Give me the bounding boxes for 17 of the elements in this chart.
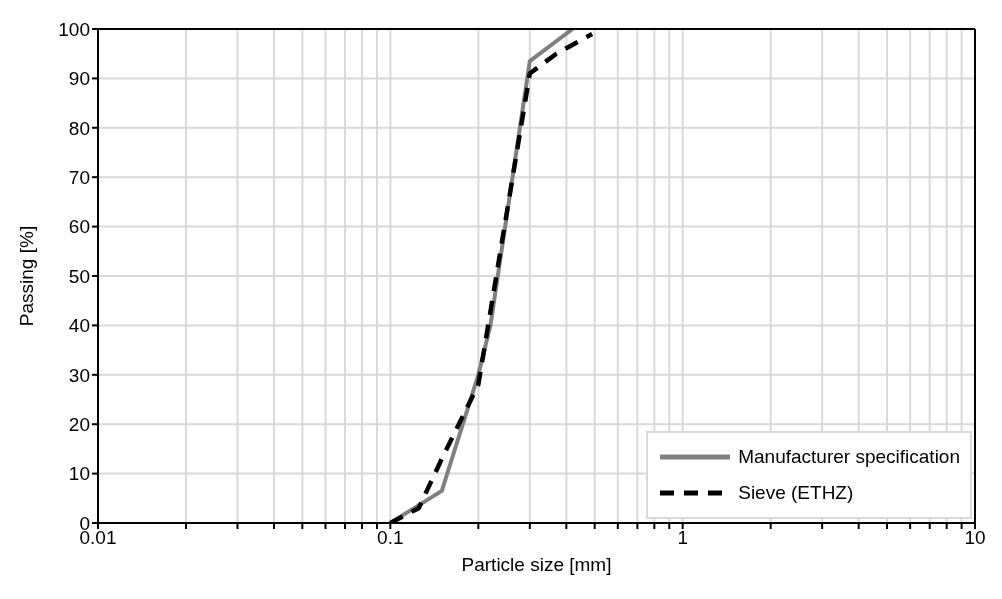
legend-label: Sieve (ETHZ) bbox=[738, 482, 854, 504]
legend-label: Manufacturer specification bbox=[738, 446, 960, 468]
y-tick-label: 40 bbox=[68, 315, 90, 337]
y-tick-label: 100 bbox=[58, 18, 90, 40]
y-axis-title: Passing [%] bbox=[15, 225, 37, 327]
y-tick-label: 10 bbox=[68, 463, 90, 485]
x-tick-label: 10 bbox=[964, 527, 986, 549]
y-tick-label: 50 bbox=[68, 265, 90, 287]
y-tick-label: 60 bbox=[68, 216, 90, 238]
x-tick-label: 0.1 bbox=[377, 527, 404, 549]
y-tick-label: 80 bbox=[68, 117, 90, 139]
y-tick-label: 70 bbox=[68, 166, 90, 188]
y-tick-label: 20 bbox=[68, 413, 90, 435]
y-tick-label: 30 bbox=[68, 364, 90, 386]
x-axis-title: Particle size [mm] bbox=[461, 554, 612, 575]
y-tick-label: 90 bbox=[68, 68, 90, 90]
x-tick-label: 1 bbox=[677, 527, 688, 549]
